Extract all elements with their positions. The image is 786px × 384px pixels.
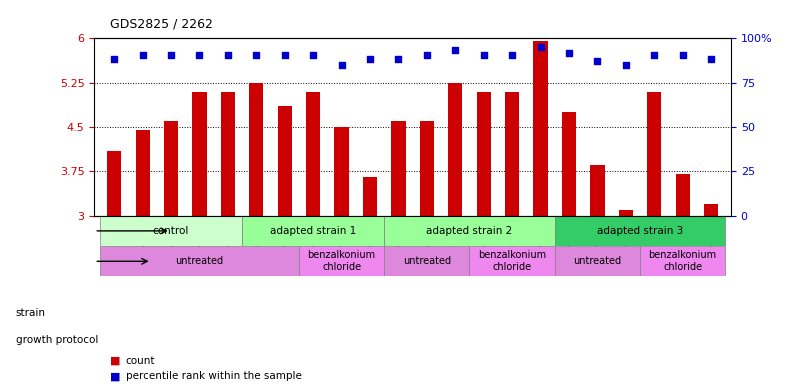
Point	[193, 52, 206, 58]
FancyBboxPatch shape	[299, 246, 384, 276]
Bar	[193, 92, 207, 216]
Bar	[277, 106, 292, 216]
Point	[534, 44, 547, 50]
Point	[307, 52, 319, 58]
FancyBboxPatch shape	[469, 246, 555, 276]
Point	[165, 52, 178, 58]
Bar	[221, 92, 235, 216]
Text: adapted strain 2: adapted strain 2	[426, 226, 512, 236]
Text: benzalkonium
chloride: benzalkonium chloride	[478, 250, 546, 272]
Bar	[562, 112, 576, 216]
Bar	[135, 130, 150, 216]
Point	[648, 52, 660, 58]
Text: untreated: untreated	[573, 256, 622, 266]
Bar	[391, 121, 406, 216]
Point	[421, 52, 433, 58]
Text: growth protocol: growth protocol	[16, 335, 98, 345]
Point	[619, 62, 632, 68]
Bar	[164, 121, 178, 216]
Text: benzalkonium
chloride: benzalkonium chloride	[307, 250, 376, 272]
Bar	[420, 121, 434, 216]
Text: benzalkonium
chloride: benzalkonium chloride	[648, 250, 717, 272]
Point	[108, 56, 120, 62]
Bar	[675, 174, 690, 216]
Text: adapted strain 1: adapted strain 1	[270, 226, 356, 236]
Bar	[249, 83, 263, 216]
Text: strain: strain	[16, 308, 46, 318]
FancyBboxPatch shape	[384, 216, 555, 246]
Text: untreated: untreated	[175, 256, 223, 266]
Point	[222, 52, 234, 58]
Point	[449, 47, 461, 53]
Bar	[476, 92, 490, 216]
Text: untreated: untreated	[402, 256, 451, 266]
Text: GDS2825 / 2262: GDS2825 / 2262	[110, 18, 213, 31]
FancyBboxPatch shape	[640, 246, 725, 276]
Bar	[505, 92, 520, 216]
Text: ■: ■	[110, 371, 120, 381]
Point	[336, 62, 348, 68]
FancyBboxPatch shape	[100, 246, 299, 276]
FancyBboxPatch shape	[555, 216, 725, 246]
Text: control: control	[152, 226, 189, 236]
Bar	[107, 151, 121, 216]
Text: ■: ■	[110, 356, 120, 366]
FancyBboxPatch shape	[242, 216, 384, 246]
Point	[563, 50, 575, 56]
Text: percentile rank within the sample: percentile rank within the sample	[126, 371, 302, 381]
Point	[392, 56, 405, 62]
Point	[250, 52, 263, 58]
Bar	[704, 204, 718, 216]
Point	[364, 56, 376, 62]
Bar	[647, 92, 661, 216]
Point	[278, 52, 291, 58]
Bar	[363, 177, 377, 216]
Point	[477, 52, 490, 58]
Point	[677, 52, 689, 58]
Bar	[590, 166, 604, 216]
FancyBboxPatch shape	[555, 246, 640, 276]
Bar	[619, 210, 633, 216]
Point	[506, 52, 519, 58]
FancyBboxPatch shape	[384, 246, 469, 276]
Bar	[448, 83, 462, 216]
Bar	[306, 92, 320, 216]
Point	[591, 58, 604, 64]
Text: count: count	[126, 356, 156, 366]
Point	[705, 56, 718, 62]
Bar	[534, 41, 548, 216]
Text: adapted strain 3: adapted strain 3	[597, 226, 683, 236]
Bar	[335, 127, 349, 216]
Point	[136, 52, 149, 58]
FancyBboxPatch shape	[100, 216, 242, 246]
